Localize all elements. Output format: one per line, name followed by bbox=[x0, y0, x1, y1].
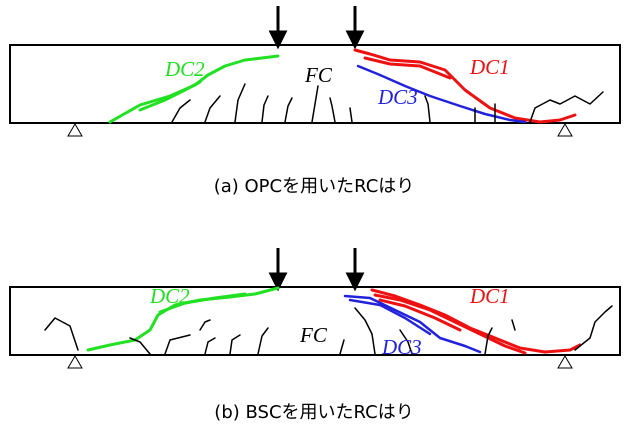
support bbox=[68, 124, 82, 136]
load-arrows bbox=[271, 6, 362, 46]
label-fc: FC bbox=[304, 63, 333, 87]
label-dc2: DC2 bbox=[164, 57, 205, 81]
beam-a: DC2 FC DC1 DC3 (a) OPCを用いたRCはり bbox=[10, 6, 620, 197]
support bbox=[558, 356, 572, 368]
support bbox=[68, 356, 82, 368]
label-dc3: DC3 bbox=[381, 335, 422, 359]
label-dc1: DC1 bbox=[469, 55, 510, 79]
caption: (b) BSCを用いたRCはり bbox=[214, 402, 413, 423]
label-dc1: DC1 bbox=[469, 284, 510, 308]
caption: (a) OPCを用いたRCはり bbox=[214, 176, 415, 197]
support bbox=[558, 124, 572, 136]
label-dc2: DC2 bbox=[149, 284, 190, 308]
cracks bbox=[45, 288, 612, 354]
label-dc3: DC3 bbox=[377, 85, 418, 109]
label-fc: FC bbox=[299, 323, 328, 347]
beam-b: DC2 FC DC1 DC3 (b) BSCを用いたRCはり bbox=[10, 248, 620, 423]
load-arrows bbox=[271, 248, 362, 288]
diagram: DC2 FC DC1 DC3 (a) OPCを用いたRCはり bbox=[0, 0, 629, 435]
